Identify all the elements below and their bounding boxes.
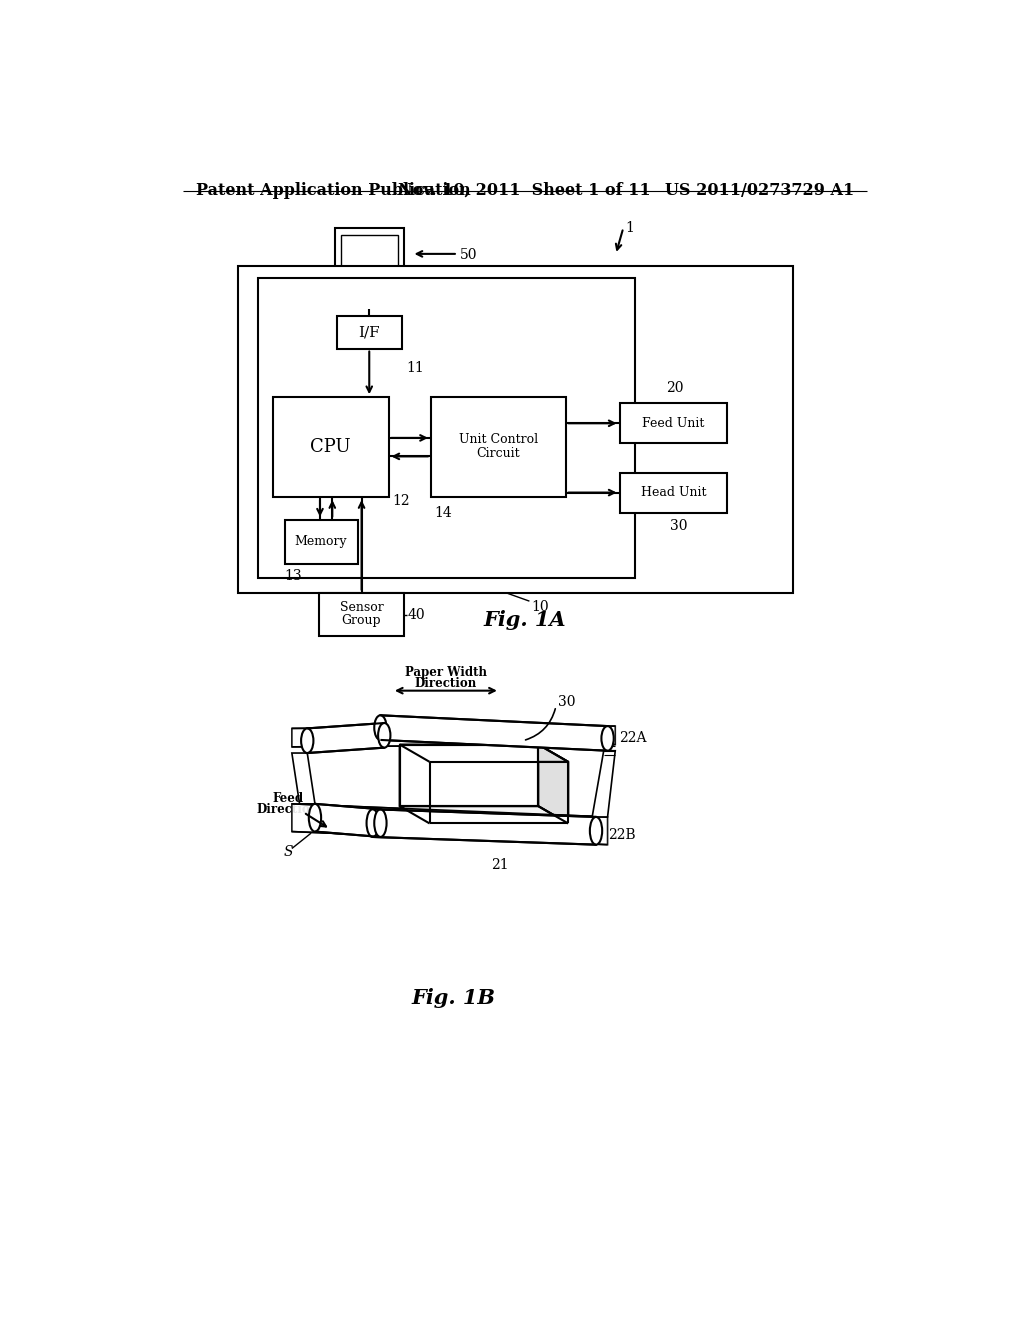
Bar bbox=[319, 594, 403, 636]
Text: 1: 1 bbox=[626, 220, 635, 235]
Ellipse shape bbox=[301, 729, 313, 752]
Bar bbox=[258, 277, 635, 578]
Text: I/F: I/F bbox=[358, 326, 380, 339]
Text: 13: 13 bbox=[285, 569, 302, 582]
Text: 50: 50 bbox=[460, 248, 477, 263]
Text: Fig. 1A: Fig. 1A bbox=[483, 610, 566, 631]
Bar bbox=[239, 267, 793, 594]
Polygon shape bbox=[315, 804, 380, 837]
Text: 30: 30 bbox=[557, 696, 575, 709]
Text: Feed Unit: Feed Unit bbox=[642, 417, 705, 430]
Text: CPU: CPU bbox=[310, 438, 351, 457]
Polygon shape bbox=[292, 726, 615, 747]
Text: Feed: Feed bbox=[272, 792, 303, 805]
Text: Patent Application Publication: Patent Application Publication bbox=[196, 182, 471, 198]
Ellipse shape bbox=[367, 809, 379, 837]
Polygon shape bbox=[292, 804, 607, 845]
Polygon shape bbox=[399, 744, 568, 762]
Text: Fig. 1B: Fig. 1B bbox=[412, 987, 496, 1007]
Ellipse shape bbox=[309, 804, 322, 832]
Bar bbox=[620, 404, 727, 444]
Text: Nov. 10, 2011  Sheet 1 of 11: Nov. 10, 2011 Sheet 1 of 11 bbox=[398, 182, 651, 198]
Text: Unit Control: Unit Control bbox=[459, 433, 538, 446]
Bar bbox=[335, 228, 403, 280]
Text: 20: 20 bbox=[666, 381, 683, 395]
Text: 40: 40 bbox=[408, 607, 425, 622]
Ellipse shape bbox=[374, 809, 387, 837]
Text: 11: 11 bbox=[406, 360, 424, 375]
Text: S: S bbox=[284, 845, 293, 859]
Ellipse shape bbox=[601, 726, 613, 751]
Bar bbox=[340, 293, 398, 309]
Text: 21: 21 bbox=[490, 858, 509, 873]
Text: 14: 14 bbox=[435, 506, 453, 520]
Bar bbox=[285, 520, 357, 564]
Bar bbox=[341, 235, 397, 275]
Text: 22B: 22B bbox=[607, 828, 635, 842]
Polygon shape bbox=[380, 715, 607, 751]
Text: Group: Group bbox=[342, 614, 381, 627]
Polygon shape bbox=[592, 751, 615, 817]
Polygon shape bbox=[373, 809, 596, 845]
Text: Circuit: Circuit bbox=[476, 446, 520, 459]
Polygon shape bbox=[399, 807, 568, 824]
Polygon shape bbox=[430, 762, 568, 824]
Ellipse shape bbox=[374, 715, 387, 741]
Polygon shape bbox=[399, 744, 430, 824]
Text: Direction: Direction bbox=[415, 677, 477, 690]
Text: Paper Width: Paper Width bbox=[404, 667, 486, 680]
Bar bbox=[620, 473, 727, 512]
Bar bbox=[337, 317, 402, 348]
Polygon shape bbox=[399, 744, 539, 807]
Bar bbox=[431, 397, 565, 498]
Ellipse shape bbox=[590, 817, 602, 845]
Text: US 2011/0273729 A1: US 2011/0273729 A1 bbox=[666, 182, 854, 198]
Text: Sensor: Sensor bbox=[340, 601, 383, 614]
Text: 12: 12 bbox=[392, 494, 410, 508]
Ellipse shape bbox=[378, 723, 390, 747]
Text: 22A: 22A bbox=[620, 731, 646, 746]
Text: 10: 10 bbox=[531, 601, 549, 614]
Text: Head Unit: Head Unit bbox=[641, 486, 707, 499]
Text: Direction: Direction bbox=[257, 803, 319, 816]
Polygon shape bbox=[539, 744, 568, 824]
Bar bbox=[273, 397, 388, 498]
Text: Memory: Memory bbox=[295, 536, 347, 548]
Text: 30: 30 bbox=[670, 520, 687, 533]
Polygon shape bbox=[307, 723, 384, 752]
Polygon shape bbox=[292, 752, 315, 804]
